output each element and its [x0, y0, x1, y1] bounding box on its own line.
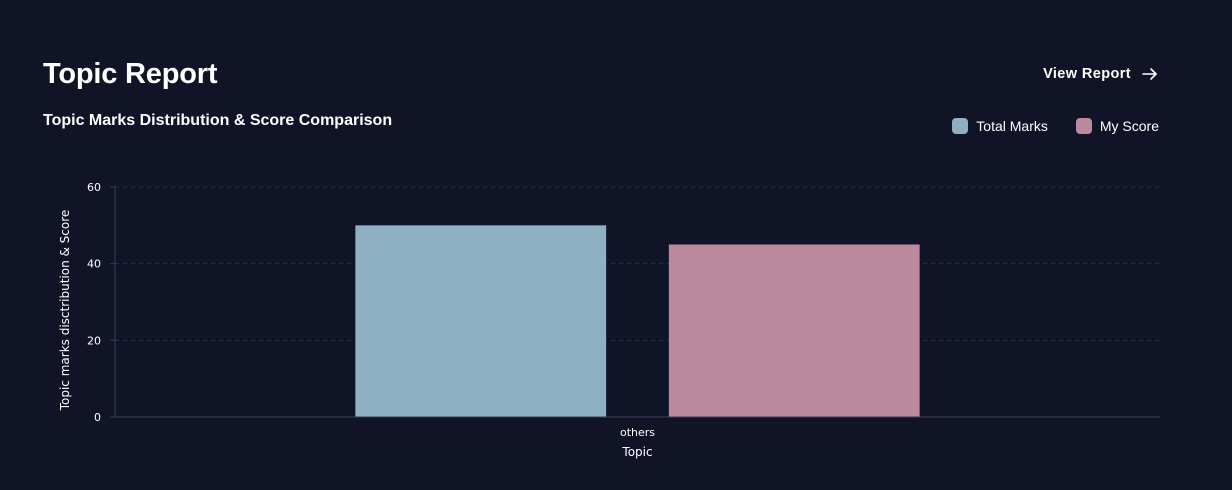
view-report-label: View Report: [1043, 66, 1131, 82]
label-layer: 0 20 40 60 others: [87, 181, 655, 439]
legend-swatch-my-score: [1075, 118, 1092, 134]
y-axis-title: Topic marks disctribution & Score: [58, 210, 72, 412]
bar-total-marks[interactable]: [355, 225, 607, 417]
legend-label-my-score: My Score: [1099, 118, 1159, 134]
chart-legend: Total Marks My Score: [952, 118, 1159, 134]
y-tick-label: 0: [94, 411, 101, 424]
chart-title: Topic Marks Distribution & Score Compari…: [43, 112, 393, 129]
legend-item-total-marks[interactable]: Total Marks: [952, 118, 1048, 134]
bar-my-score[interactable]: [668, 244, 920, 418]
legend-swatch-total-marks: [952, 118, 969, 134]
y-tick-label: 60: [87, 181, 101, 194]
y-tick-label: 40: [87, 258, 101, 271]
y-tick-label: 20: [87, 334, 101, 347]
page-title: Topic Report: [43, 58, 218, 90]
x-tick-label: others: [620, 426, 655, 439]
bar-layer: [355, 225, 920, 418]
view-report-link[interactable]: View Report: [1043, 65, 1159, 83]
axis-layer: [110, 186, 1160, 418]
legend-item-my-score[interactable]: My Score: [1075, 118, 1159, 134]
x-axis-title: Topic: [621, 445, 652, 459]
legend-label-total-marks: Total Marks: [976, 118, 1048, 134]
arrow-right-icon: [1141, 65, 1159, 83]
grid-layer: [115, 186, 1160, 341]
